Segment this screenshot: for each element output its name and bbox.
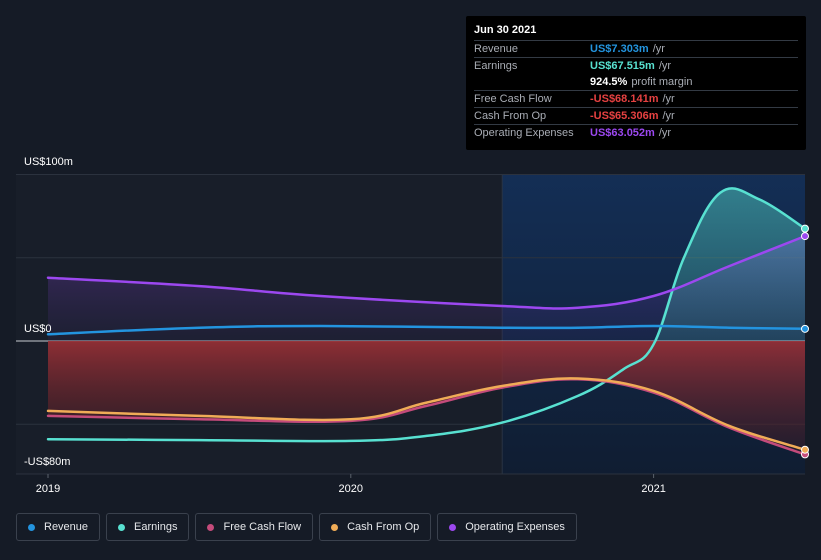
operating-expenses-area [48, 236, 805, 341]
operating-expenses-end-point [801, 232, 809, 241]
tooltip-date: Jun 30 2021 [474, 24, 537, 36]
legend-dot-icon [118, 523, 126, 531]
x-tick-label: 2021 [641, 483, 665, 495]
legend-dot-icon [449, 523, 457, 531]
tooltip-row-value: US$63.052m [590, 127, 655, 139]
revenue-end-point [801, 324, 809, 333]
legend-dot-icon [207, 523, 215, 531]
earnings-end-point [801, 224, 809, 233]
tooltip-row: 924.5% profit margin [474, 74, 798, 90]
cash-from-op-line [46, 377, 807, 451]
tooltip-row: Cash From Op -US$65.306m/yr [474, 107, 798, 124]
y-tick-label: -US$80m [24, 456, 70, 468]
chart: US$100m US$0 -US$80m 2019 2020 2021 [16, 156, 809, 495]
x-tick-label: 2019 [36, 483, 60, 495]
tooltip-row-value: -US$68.141m [590, 93, 659, 105]
tooltip-row-value: 924.5% [590, 76, 628, 88]
y-tick-label: US$0 [24, 323, 52, 335]
free-cash-flow-area [48, 341, 805, 455]
tooltip-row-unit: /yr [658, 60, 672, 72]
legend-item-free-cash-flow[interactable]: Free Cash Flow [195, 513, 314, 541]
tooltip-row: Revenue US$7.303m/yr [474, 40, 798, 57]
operating-expenses-line [46, 234, 807, 310]
free-cash-flow-line [46, 377, 807, 456]
tooltip-row: Earnings US$67.515m/yr [474, 57, 798, 74]
tooltip-row-unit: /yr [662, 110, 675, 122]
tooltip-row-label: Free Cash Flow [474, 93, 552, 105]
legend-label: Free Cash Flow [223, 521, 302, 533]
tooltip-row-label: Cash From Op [474, 110, 547, 122]
tooltip-row-unit: /yr [662, 93, 675, 105]
tooltip: Jun 30 2021 Revenue US$7.303m/yr Earnings U… [466, 16, 806, 150]
tooltip-row-value: -US$65.306m [590, 110, 659, 122]
x-tick-label: 2020 [339, 483, 363, 495]
tooltip-row-value: US$67.515m [590, 60, 655, 72]
legend-item-earnings[interactable]: Earnings [106, 513, 190, 541]
tooltip-row-label: Revenue [474, 43, 519, 55]
legend-dot-icon [331, 523, 339, 531]
y-tick-label: US$100m [24, 156, 73, 168]
legend-dot-icon [28, 523, 35, 531]
cash-from-op-end-point [801, 445, 809, 454]
tooltip-row: Operating Expenses US$63.052m/yr [474, 124, 798, 141]
tooltip-row: Free Cash Flow -US$68.141m/yr [474, 90, 798, 107]
tooltip-row-value: US$7.303m [590, 43, 649, 55]
legend-item-revenue[interactable]: Revenue [16, 513, 101, 541]
tooltip-row-label: Earnings [474, 60, 518, 72]
legend-label: Earnings [134, 521, 178, 533]
tooltip-row-unit: /yr [658, 127, 672, 139]
tooltip-row-label: Operating Expenses [474, 127, 574, 139]
earnings-line [46, 187, 807, 443]
revenue-line [46, 324, 807, 336]
legend: Revenue Earnings Free Cash Flow Cash From O… [16, 513, 577, 541]
legend-label: Cash From Op [347, 521, 420, 533]
legend-label: Operating Expenses [465, 521, 565, 533]
tooltip-row-unit: profit margin [631, 76, 693, 88]
legend-item-cash-from-op[interactable]: Cash From Op [319, 513, 432, 541]
tooltip-row-label [474, 74, 590, 90]
legend-label: Revenue [44, 521, 89, 533]
tooltip-row-unit: /yr [652, 43, 665, 55]
legend-item-operating-expenses[interactable]: Operating Expenses [437, 513, 577, 541]
